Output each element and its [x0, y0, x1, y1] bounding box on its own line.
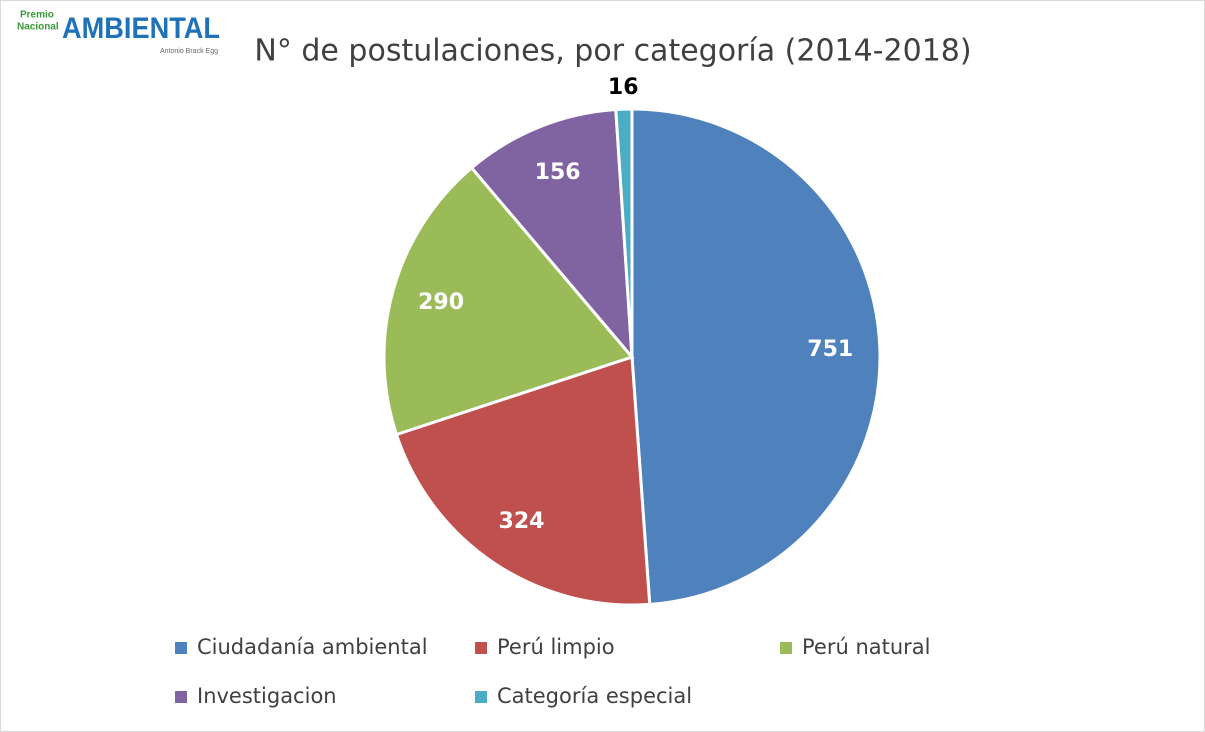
legend-swatch — [780, 642, 792, 654]
legend-label: Categoría especial — [497, 684, 692, 708]
logo-tagline: Antonio Brack Egg — [160, 48, 218, 55]
logo-brand: AMBIENTAL — [62, 12, 220, 45]
legend-label: Ciudadanía ambiental — [197, 635, 428, 659]
legend-label: Investigacion — [197, 684, 337, 708]
pie-slice — [614, 107, 634, 358]
data-label: 324 — [499, 509, 545, 534]
legend-swatch — [175, 691, 187, 703]
legend-swatch — [475, 691, 487, 703]
logo-line1: Premio — [20, 10, 54, 21]
legend-label: Perú natural — [802, 635, 931, 659]
chart-title: N° de postulaciones, por categoría (2014… — [254, 34, 971, 69]
data-label: 156 — [535, 160, 581, 185]
legend-swatch — [175, 642, 187, 654]
data-label: 290 — [418, 290, 464, 315]
data-label: 16 — [608, 75, 639, 100]
pie-slice — [382, 165, 635, 437]
pie-slice — [630, 107, 882, 606]
legend-label: Perú limpio — [497, 635, 615, 659]
pie-slice — [394, 354, 652, 607]
logo-line2: Nacional — [17, 22, 59, 33]
legend-swatch — [475, 642, 487, 654]
data-label: 751 — [807, 337, 853, 362]
pie-slice — [469, 107, 634, 362]
